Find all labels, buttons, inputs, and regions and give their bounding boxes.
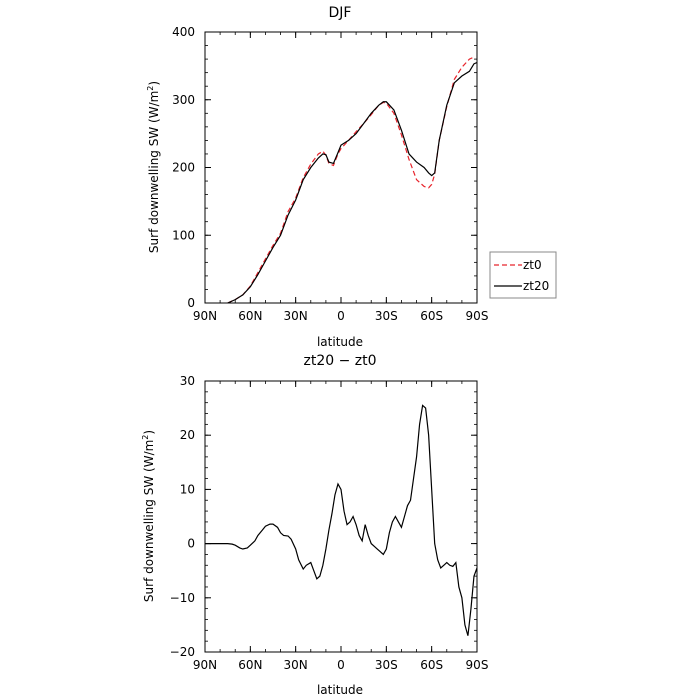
top-chart-series-zt20-line bbox=[227, 61, 477, 303]
bottom-chart-ytick-label: −20 bbox=[170, 645, 195, 659]
bottom-chart-panel: zt20 − zt0 90N 60N 30N 0 30S 60S 90S −20 −10 0 10 2… bbox=[141, 353, 488, 697]
top-chart-ytick-label: 300 bbox=[172, 93, 195, 107]
legend-box bbox=[489, 251, 557, 299]
top-chart-xtick-label: 90S bbox=[466, 309, 489, 323]
bottom-chart-ylabel-close: ) bbox=[142, 430, 156, 435]
top-chart-xtick-label: 30N bbox=[284, 309, 308, 323]
bottom-chart-xtick-label: 0 bbox=[337, 658, 345, 672]
bottom-chart-title: zt20 − zt0 bbox=[303, 353, 376, 369]
bottom-chart-ytick-label: 30 bbox=[180, 374, 195, 388]
top-chart-panel: DJF 90N 60N 30N 0 30S 60S 90S 0 100 200 300 400 lat… bbox=[146, 5, 488, 349]
top-chart-title: DJF bbox=[329, 5, 352, 21]
bottom-chart-plot-area: 90N 60N 30N 0 30S 60S 90S −20 −10 0 10 20 30 bbox=[170, 374, 489, 672]
bottom-chart-xlabel: latitude bbox=[317, 683, 363, 697]
bottom-chart-xtick-label: 60S bbox=[420, 658, 443, 672]
bottom-chart-ytick-label: 10 bbox=[180, 482, 195, 496]
top-chart-plot-area: 90N 60N 30N 0 30S 60S 90S 0 100 200 300 400 bbox=[172, 25, 488, 323]
top-chart-ylabel-main: Surf downwelling SW (W/m bbox=[147, 91, 161, 253]
bottom-chart-ytick-label: 20 bbox=[180, 428, 195, 442]
bottom-chart-ylabel: Surf downwelling SW (W/m2) bbox=[141, 430, 156, 602]
bottom-chart-xtick-label: 90N bbox=[193, 658, 217, 672]
top-chart-xtick-label: 30S bbox=[375, 309, 398, 323]
top-chart-ylabel-sup: 2 bbox=[146, 86, 155, 91]
bottom-chart-series-difference-line bbox=[205, 404, 477, 636]
top-chart-ytick-label: 0 bbox=[187, 296, 195, 310]
bottom-chart-frame bbox=[204, 380, 478, 653]
top-chart-series-zt0-line bbox=[227, 56, 475, 303]
top-chart-ylabel-close: ) bbox=[147, 81, 161, 86]
top-chart-ytick-label: 400 bbox=[172, 25, 195, 39]
top-chart-frame bbox=[204, 31, 478, 304]
top-chart-ylabel: Surf downwelling SW (W/m2) bbox=[146, 81, 161, 253]
top-chart-xtick-label: 90N bbox=[193, 309, 217, 323]
bottom-chart-ylabel-main: Surf downwelling SW (W/m bbox=[142, 440, 156, 602]
bottom-chart-xtick-label: 60N bbox=[238, 658, 262, 672]
legend: zt0 zt20 bbox=[489, 251, 557, 299]
top-chart-xlabel: latitude bbox=[317, 335, 363, 349]
top-chart-xtick-label: 60S bbox=[420, 309, 443, 323]
legend-label-zt0: zt0 bbox=[523, 258, 542, 272]
top-chart-xtick-label: 60N bbox=[238, 309, 262, 323]
bottom-chart-ytick-label: 0 bbox=[187, 537, 195, 551]
top-chart-ytick-label: 100 bbox=[172, 228, 195, 242]
bottom-chart-xtick-label: 30N bbox=[284, 658, 308, 672]
bottom-chart-ytick-label: −10 bbox=[170, 591, 195, 605]
top-chart-xtick-label: 0 bbox=[337, 309, 345, 323]
bottom-chart-ylabel-sup: 2 bbox=[141, 435, 150, 440]
bottom-chart-xtick-label: 30S bbox=[375, 658, 398, 672]
legend-label-zt20: zt20 bbox=[523, 279, 549, 293]
top-chart-ytick-label: 200 bbox=[172, 161, 195, 175]
bottom-chart-xtick-label: 90S bbox=[466, 658, 489, 672]
